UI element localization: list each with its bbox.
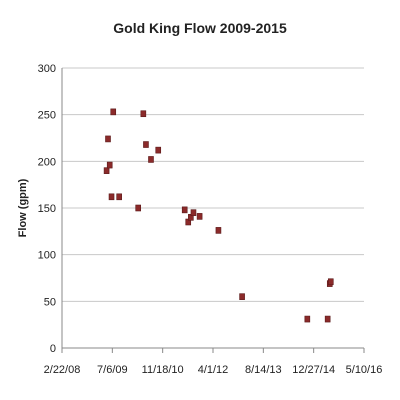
data-point	[181, 206, 188, 214]
x-tick-label: 7/6/09	[97, 364, 128, 376]
data-point	[108, 193, 115, 201]
data-point	[239, 293, 245, 300]
y-tick-label: 300	[38, 63, 56, 75]
y-axis-label: Flow (gpm)	[17, 178, 29, 237]
y-tick-label: 50	[44, 296, 56, 308]
chart-title: Gold King Flow 2009-2015	[113, 20, 287, 36]
data-point	[148, 156, 154, 163]
data-point	[304, 315, 311, 323]
data-point	[143, 141, 149, 148]
data-point	[105, 135, 111, 143]
data-point	[155, 146, 162, 154]
data-point	[190, 209, 197, 216]
data-point	[215, 227, 222, 234]
x-tick-label: 5/10/16	[346, 364, 383, 376]
data-point	[140, 110, 147, 118]
data-points	[103, 108, 334, 323]
data-point	[327, 278, 334, 286]
axes	[61, 68, 365, 353]
data-point	[324, 315, 331, 323]
data-point	[135, 204, 142, 212]
x-tick-label: 8/14/13	[245, 364, 282, 376]
x-tick-label: 11/18/10	[142, 364, 184, 376]
data-point	[196, 213, 203, 220]
data-point	[116, 193, 122, 201]
y-tick-label: 150	[38, 203, 56, 215]
y-tick-label: 250	[38, 110, 56, 122]
y-tick-labels: 0 50 100 150 200 250 300	[38, 63, 56, 355]
data-point	[106, 161, 113, 169]
y-tick-label: 100	[38, 250, 56, 262]
x-tick-label: 2/22/08	[44, 364, 81, 376]
x-tick-label: 12/27/14	[292, 364, 335, 376]
data-point	[103, 167, 110, 174]
x-tick-label: 4/1/12	[198, 364, 229, 376]
x-tick-labels: 2/22/08 7/6/09 11/18/10 4/1/12 8/14/13 12/27/…	[44, 364, 383, 376]
grid-lines	[62, 67, 364, 302]
data-point	[110, 108, 117, 116]
y-tick-label: 0	[50, 343, 56, 355]
y-tick-label: 200	[38, 156, 56, 168]
